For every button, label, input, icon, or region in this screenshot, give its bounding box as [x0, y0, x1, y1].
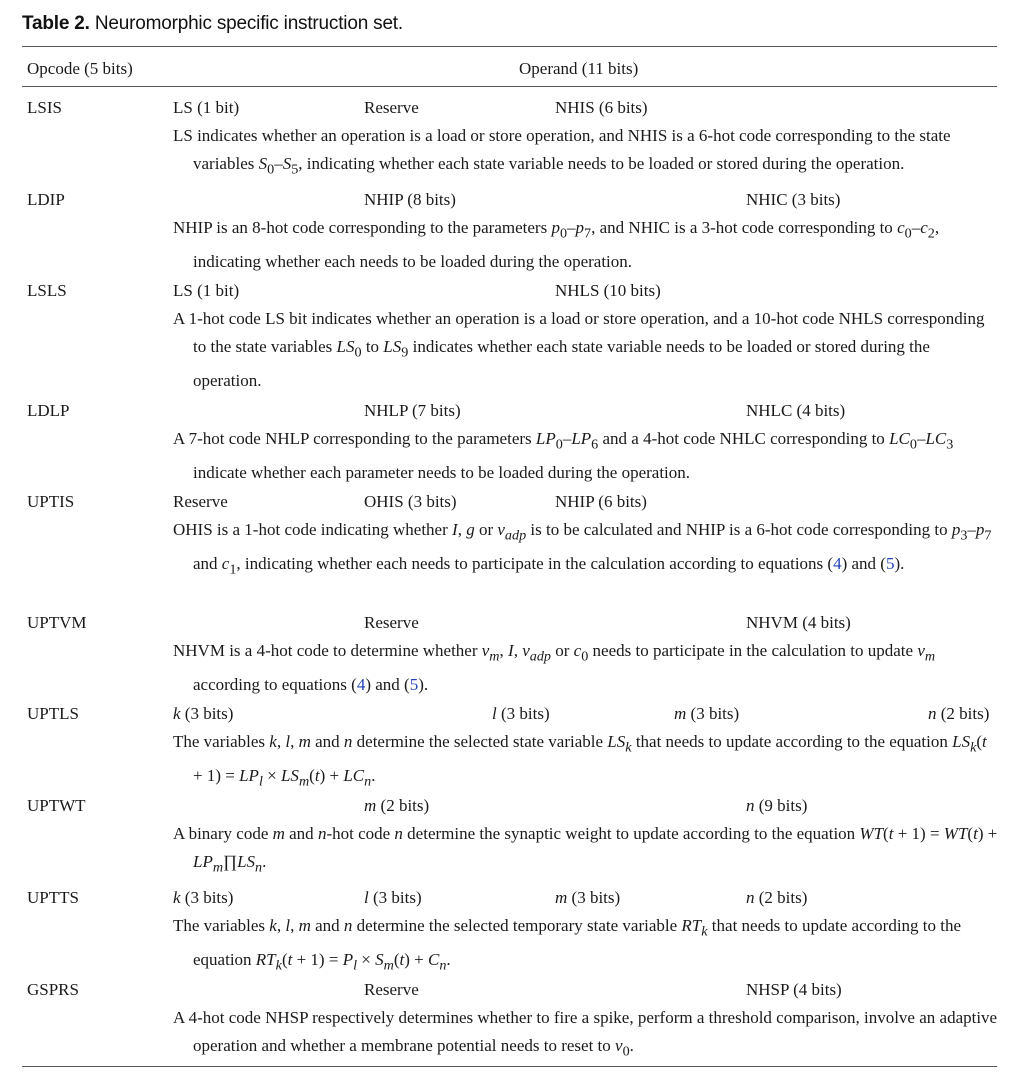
header-rule: [22, 86, 997, 87]
caption-label: Table 2.: [22, 13, 90, 34]
operand-description: NHVM is a 4-hot code to determine whethe…: [173, 641, 936, 694]
operand-field: l (3 bits): [364, 888, 422, 907]
operand-description: A binary code m and n-hot code n determi…: [173, 824, 998, 876]
operand-field: NHLC (4 bits): [746, 401, 846, 420]
operand-field: NHIS (6 bits): [555, 98, 648, 117]
table-caption: Table 2. Neuromorphic specific instructi…: [22, 13, 403, 35]
operand-field: Reserve: [364, 613, 419, 632]
operand-field: l (3 bits): [492, 704, 550, 723]
opcode-lsls: LSLS: [27, 281, 67, 300]
opcode-lsis: LSIS: [27, 98, 62, 117]
operand-description: OHIS is a 1-hot code indicating whether …: [173, 520, 992, 578]
operand-description: The variables k, l, m and n determine th…: [173, 732, 987, 790]
operand-field: LS (1 bit): [173, 281, 240, 300]
opcode-uptwt: UPTWT: [27, 796, 86, 815]
operand-description: A 7-hot code NHLP corresponding to the p…: [173, 429, 954, 482]
operand-field: m (2 bits): [364, 796, 430, 815]
operand-description: A 4-hot code NHSP respectively determine…: [173, 1008, 998, 1060]
opcode-uptis: UPTIS: [27, 492, 75, 511]
operand-field: LS (1 bit): [173, 98, 240, 117]
operand-field: NHIC (3 bits): [746, 190, 841, 209]
operand-description: NHIP is an 8-hot code corresponding to t…: [173, 218, 940, 271]
operand-field: NHIP (6 bits): [555, 492, 647, 511]
operand-field: Reserve: [364, 98, 419, 117]
operand-field: NHLP (7 bits): [364, 401, 461, 420]
operand-field: NHLS (10 bits): [555, 281, 661, 300]
operand-description: The variables k, l, m and n determine th…: [173, 916, 962, 974]
operand-field: n (2 bits): [746, 888, 808, 907]
operand-field: k (3 bits): [173, 888, 234, 907]
operand-field: n (9 bits): [746, 796, 808, 815]
caption-text: Neuromorphic specific instruction set.: [89, 13, 403, 34]
bottom-rule: [22, 1066, 997, 1067]
operand-field: NHSP (4 bits): [746, 980, 842, 999]
opcode-uptls: UPTLS: [27, 704, 79, 723]
top-rule: [22, 46, 997, 47]
opcode-gsprs: GSPRS: [27, 980, 79, 999]
operand-field: m (3 bits): [555, 888, 621, 907]
operand-description: LS indicates whether an operation is a l…: [173, 126, 951, 178]
opcode-ldlp: LDLP: [27, 401, 70, 420]
operand-field: Reserve: [364, 980, 419, 999]
operand-field: NHVM (4 bits): [746, 613, 851, 632]
operand-field: Reserve: [173, 492, 228, 511]
opcode-uptvm: UPTVM: [27, 613, 87, 632]
operand-field: k (3 bits): [173, 704, 234, 723]
opcode-ldip: LDIP: [27, 190, 65, 209]
opcode-uptts: UPTTS: [27, 888, 79, 907]
header-opcode: Opcode (5 bits): [27, 59, 133, 78]
operand-field: n (2 bits): [928, 704, 990, 723]
operand-field: m (3 bits): [674, 704, 740, 723]
operand-field: NHIP (8 bits): [364, 190, 456, 209]
operand-description: A 1-hot code LS bit indicates whether an…: [173, 309, 985, 390]
operand-field: OHIS (3 bits): [364, 492, 457, 511]
header-operand: Operand (11 bits): [519, 59, 639, 78]
